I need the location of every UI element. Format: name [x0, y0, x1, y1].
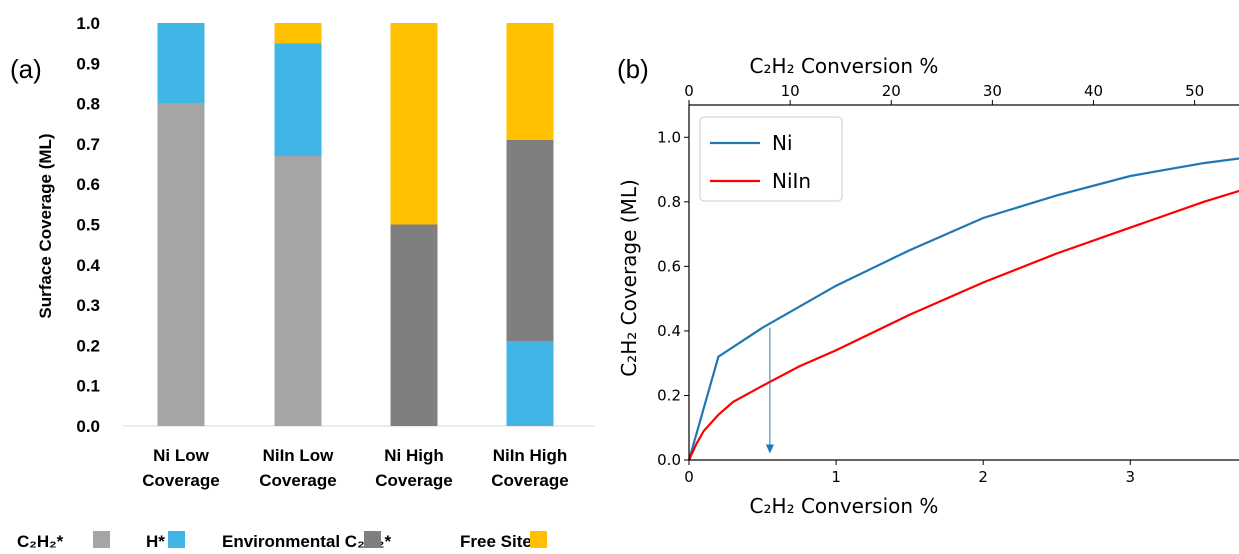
panel-a-category-labels: Ni Low Coverage NiIn Low Coverage Ni High Cov… [142, 446, 568, 490]
bar-segment-free [390, 23, 438, 225]
panel-b-x-tick-label: 2 [978, 468, 988, 486]
panel-b-line-chart: (b) C₂H₂ Conversion % C₂H₂ Conversion % … [617, 54, 1239, 518]
series-line-ni [687, 157, 1239, 461]
panel-a-stacked-bar-chart: (a) Surface Coverage (ML) 0.00.10.20.30.… [10, 14, 595, 551]
legend-label-h: H* [146, 532, 165, 551]
panel-b-y-tick-label: 0.6 [657, 257, 681, 275]
panel-b-y-tick-label: 0.8 [657, 193, 681, 211]
legend-swatch-c2h2 [93, 531, 110, 548]
legend-label-ni: Ni [772, 131, 793, 155]
panel-b-y-tick-label: 0.0 [657, 451, 681, 469]
panel-b-y-axis-label: C₂H₂ Coverage (ML) [617, 179, 641, 377]
series-line-niin [688, 189, 1239, 461]
panel-a-bars [157, 23, 554, 427]
bar-segment-c2h2 [274, 155, 322, 427]
panel-b-top-x-tick-label: 30 [983, 82, 1002, 100]
panel-b-legend: Ni NiIn [699, 116, 843, 202]
panel-b-top-x-tick-label: 40 [1084, 82, 1103, 100]
bar-segment-env [506, 139, 554, 342]
panel-b-x-tick-label: 1 [831, 468, 841, 486]
panel-b-label: (b) [617, 54, 649, 84]
panel-a-y-tick-label: 0.4 [76, 256, 100, 275]
panel-a-category-label: Ni Low [153, 446, 209, 465]
legend-label-niin: NiIn [772, 169, 811, 193]
panel-a-legend: C₂H₂* H* Environmental C₂H₂* Free Site [17, 531, 547, 551]
panel-a-y-axis-label: Surface Coverage (ML) [36, 133, 55, 318]
panel-a-y-tick-label: 1.0 [76, 14, 100, 33]
legend-swatch-h [168, 531, 185, 548]
panel-b-y-tick-label: 1.0 [657, 128, 681, 146]
panel-b-ticks: 012345010203040506070800.00.20.40.60.81.… [657, 82, 1204, 486]
panel-a-y-tick-label: 0.6 [76, 175, 100, 194]
panel-b-bottom-x-axis-label: C₂H₂ Conversion % [750, 494, 939, 518]
panel-b-x-tick-label: 3 [1125, 468, 1135, 486]
panel-b-arrows [765, 327, 774, 454]
panel-b-y-tick-label: 0.4 [657, 322, 681, 340]
panel-b-plot-frame [688, 104, 1239, 461]
annotation-arrow-head [765, 444, 774, 454]
panel-a-y-tick-label: 0.7 [76, 135, 100, 154]
panel-a-y-tick-label: 0.3 [76, 296, 100, 315]
legend-swatch-env [364, 531, 381, 548]
panel-a-category-label: Coverage [491, 471, 568, 490]
legend-label-env: Environmental C₂H₂* [222, 532, 391, 551]
bar-segment-free [274, 23, 322, 44]
panel-a-category-label: Coverage [375, 471, 452, 490]
panel-b-legend-box [699, 116, 843, 202]
panel-b-top-x-tick-label: 10 [781, 82, 800, 100]
panel-a-category-label: Ni High [384, 446, 444, 465]
legend-label-free: Free Site [460, 532, 532, 551]
panel-a-category-label: Coverage [142, 471, 219, 490]
bar-segment-c2h2 [157, 103, 205, 426]
bar-segment-h [157, 23, 205, 104]
bar-segment-env [390, 224, 438, 426]
panel-a-y-tick-label: 0.5 [76, 216, 100, 235]
panel-b-top-x-axis-label: C₂H₂ Conversion % [750, 54, 939, 78]
bar-segment-h [506, 341, 554, 426]
bar-segment-h [274, 43, 322, 156]
panel-b-x-tick-label: 0 [684, 468, 694, 486]
panel-a-y-tick-label: 0.1 [76, 377, 100, 396]
panel-a-y-ticks: 0.0 0.1 0.2 0.3 0.4 0.5 0.6 0.7 0.8 0.9 1.0 [76, 14, 100, 436]
panel-b-y-tick-label: 0.2 [657, 386, 681, 404]
panel-b-series [687, 157, 1239, 461]
panel-a-y-tick-label: 0.0 [76, 417, 100, 436]
panel-b-top-x-tick-label: 0 [684, 82, 694, 100]
legend-label-c2h2: C₂H₂* [17, 532, 64, 551]
panel-a-category-label: NiIn High [493, 446, 568, 465]
panel-a-y-tick-label: 0.2 [76, 336, 100, 355]
panel-a-y-tick-label: 0.9 [76, 54, 100, 73]
panel-a-category-label: NiIn Low [263, 446, 335, 465]
panel-b-top-x-tick-label: 50 [1185, 82, 1204, 100]
bar-segment-free [506, 23, 554, 140]
legend-swatch-free [530, 531, 547, 548]
panel-a-label: (a) [10, 54, 42, 84]
panel-a-y-tick-label: 0.8 [76, 95, 100, 114]
panel-a-category-label: Coverage [259, 471, 336, 490]
panel-b-top-x-tick-label: 20 [882, 82, 901, 100]
